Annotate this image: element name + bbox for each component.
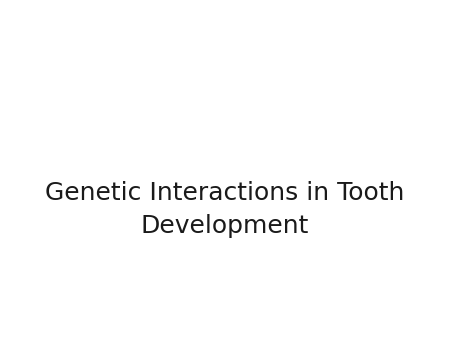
Text: Genetic Interactions in Tooth
Development: Genetic Interactions in Tooth Developmen… — [45, 181, 405, 238]
